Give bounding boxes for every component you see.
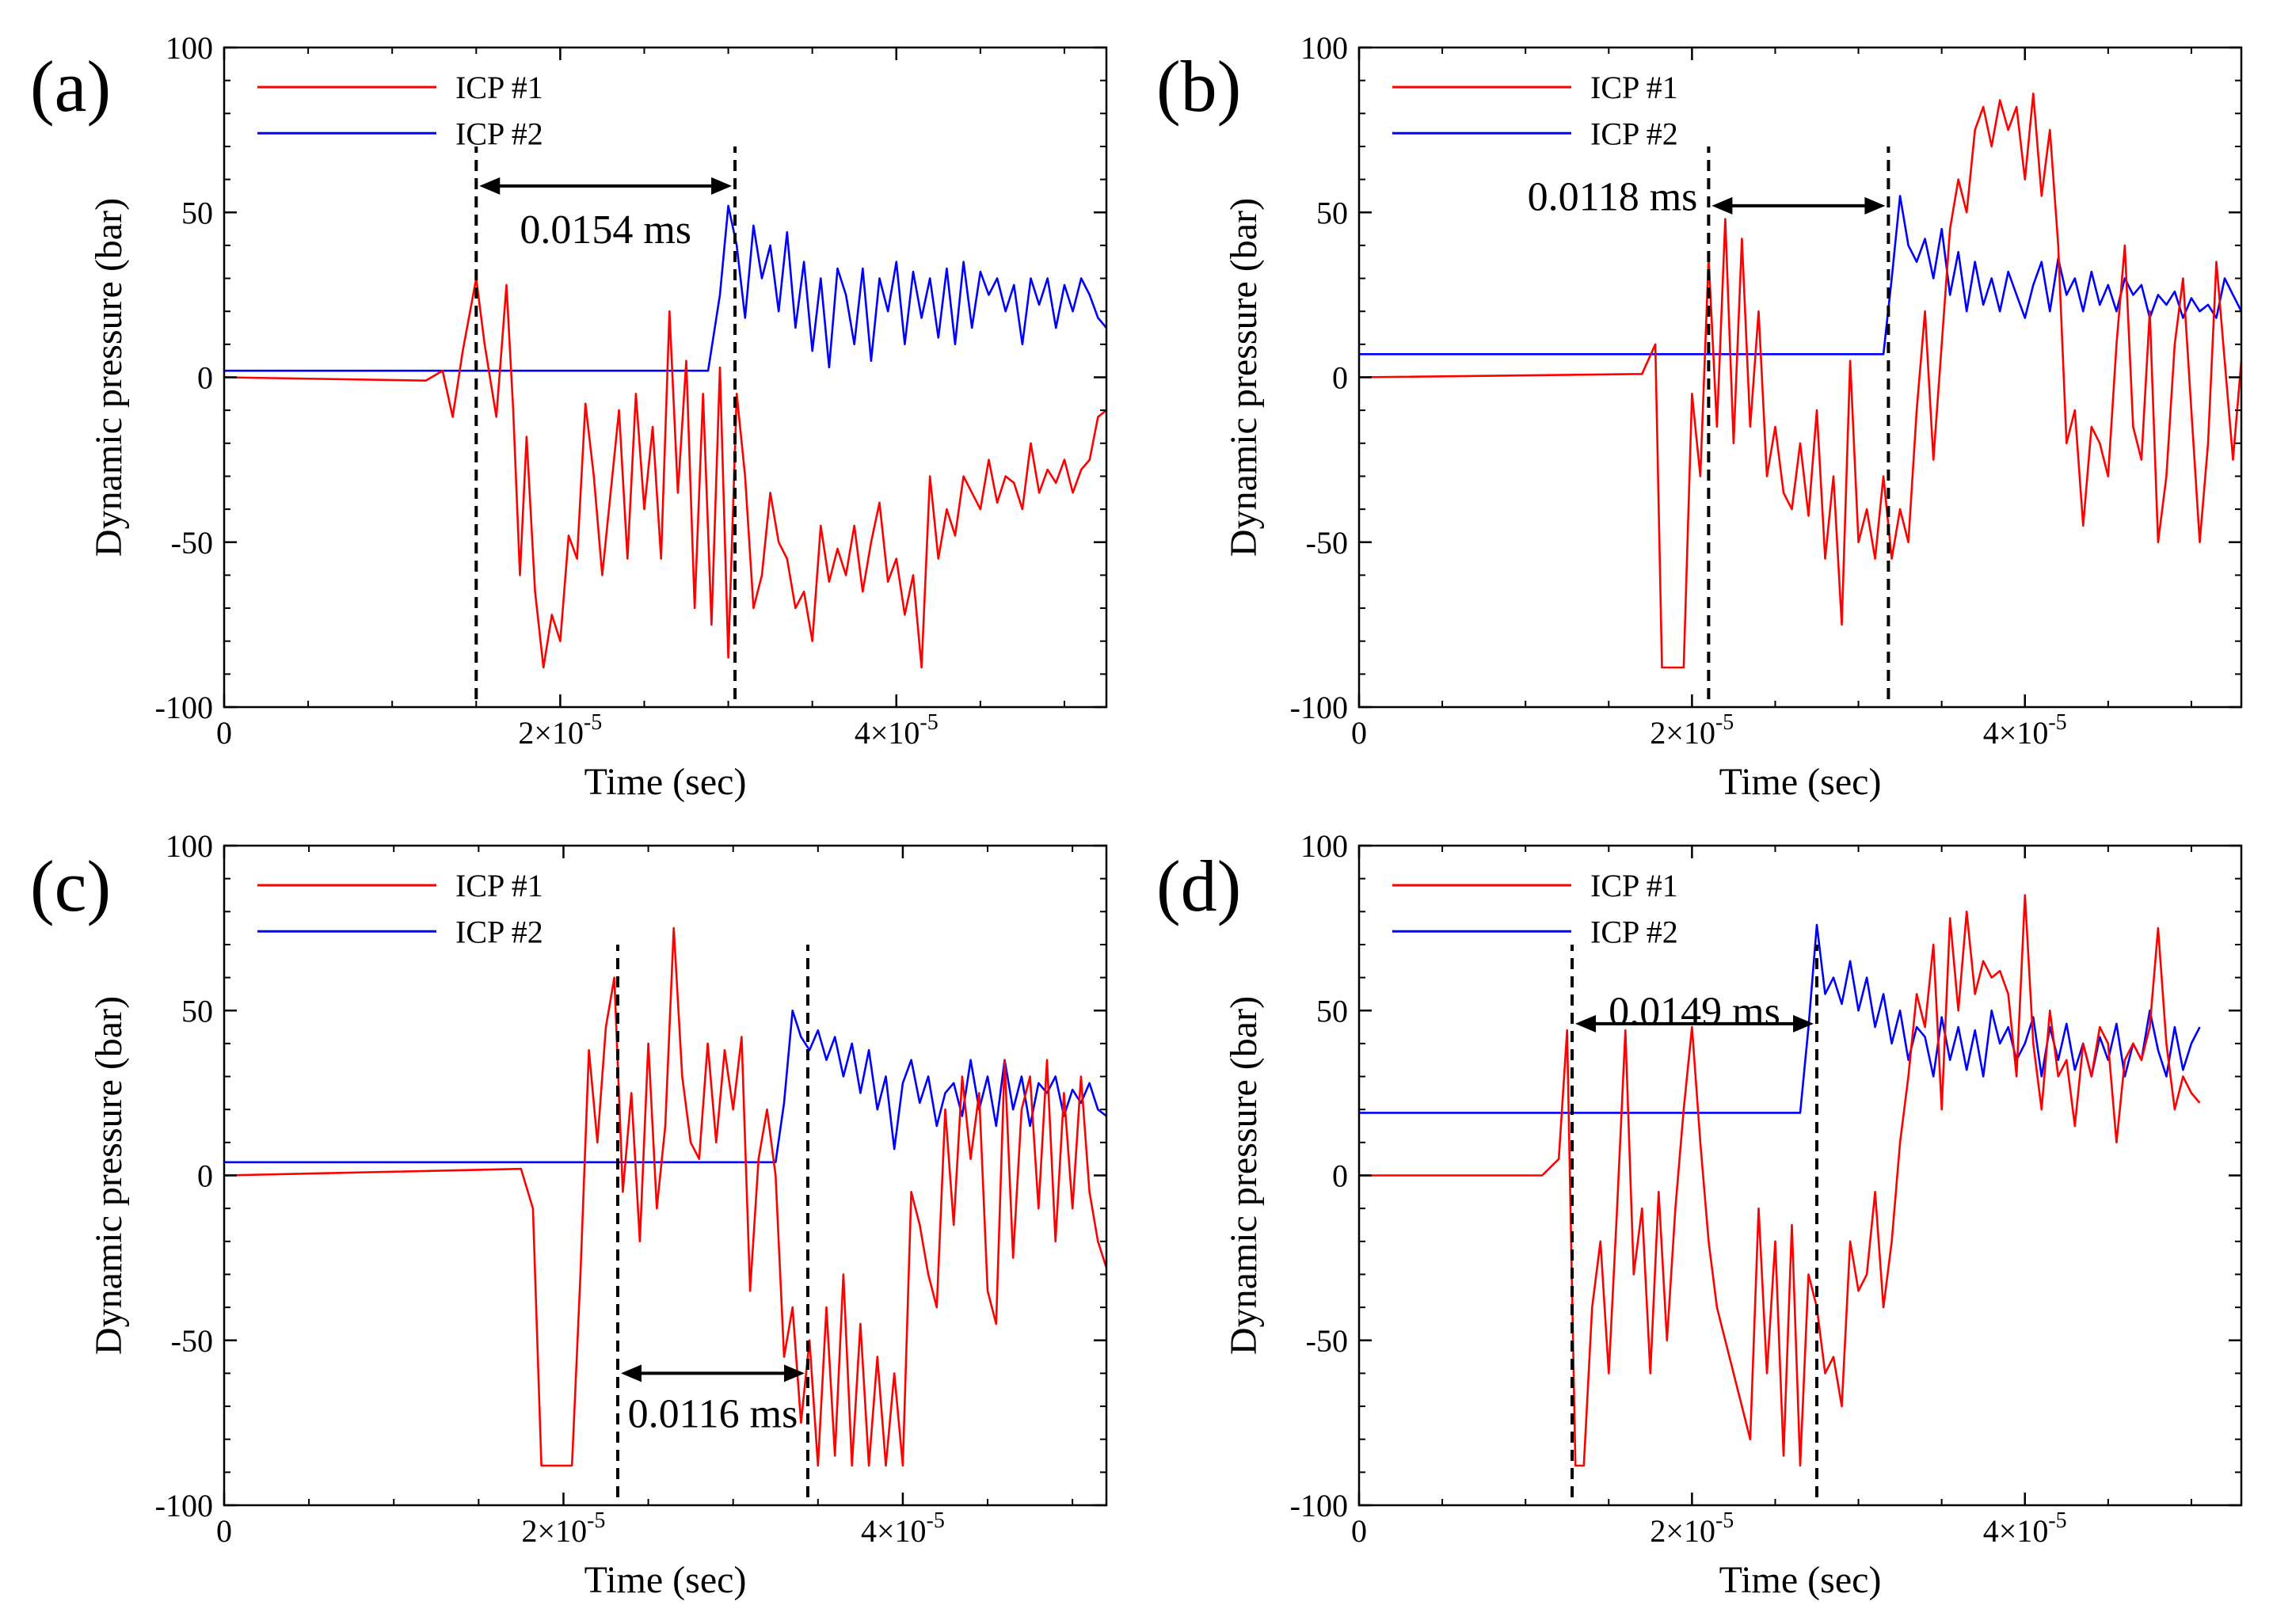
y-tick-label: -50 — [1306, 525, 1348, 561]
y-axis-title: Dynamic pressure (bar) — [1223, 996, 1265, 1355]
y-tick-label: -100 — [1290, 1488, 1348, 1523]
y-tick-label: 50 — [1316, 993, 1348, 1029]
annotation-label: 0.0116 ms — [628, 1391, 798, 1436]
series-line-icp1 — [1359, 93, 2241, 669]
x-tick-label: 0 — [216, 1513, 232, 1549]
y-axis-title: Dynamic pressure (bar) — [88, 198, 130, 557]
panel-label: (a) — [30, 46, 111, 127]
y-axis-title: Dynamic pressure (bar) — [88, 996, 130, 1355]
legend-label-2: ICP #2 — [455, 116, 543, 151]
y-tick-label: 50 — [181, 195, 213, 230]
panel-label: (d) — [1156, 846, 1241, 926]
y-tick-label: -50 — [1306, 1323, 1348, 1359]
legend-label-1: ICP #1 — [1590, 868, 1678, 903]
y-tick-label: 100 — [166, 828, 213, 864]
y-tick-label: 100 — [1300, 30, 1348, 66]
arrow-head-right — [711, 177, 733, 195]
arrow-head-right — [1793, 1014, 1814, 1033]
x-axis-title: Time (sec) — [584, 761, 747, 803]
x-tick-label: 0 — [216, 715, 232, 751]
x-tick-label: 0 — [1351, 1513, 1367, 1549]
y-tick-label: 50 — [181, 993, 213, 1029]
series-line-icp2 — [224, 204, 1106, 372]
y-tick-label: -50 — [171, 1323, 213, 1359]
y-axis-title: Dynamic pressure (bar) — [1223, 198, 1265, 557]
series-line-icp1 — [224, 277, 1106, 669]
annotation-label: 0.0154 ms — [520, 207, 691, 253]
arrow-head-left — [1711, 196, 1733, 215]
y-tick-label: 0 — [197, 1158, 213, 1194]
arrow-head-right — [783, 1364, 805, 1382]
legend-label-1: ICP #1 — [1590, 70, 1678, 105]
x-tick-label: 0 — [1351, 715, 1367, 751]
plot-frame — [1357, 46, 2243, 709]
y-tick-label: -100 — [155, 1488, 213, 1523]
x-tick-label: 2×10-5 — [1650, 1508, 1734, 1549]
arrow-head-left — [621, 1364, 642, 1382]
y-tick-label: 50 — [1316, 195, 1348, 230]
series-line-icp1 — [224, 926, 1106, 1467]
plot-frame — [223, 46, 1108, 709]
annotation-label: 0.0118 ms — [1528, 174, 1698, 219]
y-tick-label: 0 — [197, 360, 213, 396]
x-tick-label: 2×10-5 — [1650, 710, 1734, 751]
y-tick-label: -50 — [171, 525, 213, 561]
annotation-label: 0.0149 ms — [1609, 989, 1780, 1034]
x-tick-label: 2×10-5 — [522, 1508, 606, 1549]
y-tick-label: 0 — [1332, 360, 1348, 396]
x-axis-title: Time (sec) — [1719, 1559, 1882, 1601]
legend-label-1: ICP #1 — [455, 868, 543, 903]
series-line-icp2 — [1359, 195, 2241, 356]
x-tick-label: 4×10-5 — [855, 710, 939, 751]
x-tick-label: 4×10-5 — [861, 1508, 945, 1549]
series-line-icp2 — [1359, 923, 2201, 1114]
arrow-head-right — [1864, 196, 1886, 215]
arrow-head-left — [479, 177, 501, 195]
x-tick-label: 2×10-5 — [518, 710, 602, 751]
x-tick-label: 4×10-5 — [1983, 1508, 2067, 1549]
series-line-icp1 — [1359, 894, 2201, 1467]
arrow-head-left — [1575, 1014, 1597, 1033]
legend-label-2: ICP #2 — [1590, 914, 1678, 949]
y-tick-label: -100 — [155, 690, 213, 725]
y-tick-label: -100 — [1290, 690, 1348, 725]
series-line-icp2 — [224, 1010, 1106, 1164]
x-tick-label: 4×10-5 — [1983, 710, 2067, 751]
legend-label-2: ICP #2 — [455, 914, 543, 949]
y-tick-label: 0 — [1332, 1158, 1348, 1194]
legend-label-1: ICP #1 — [455, 70, 543, 105]
legend-label-2: ICP #2 — [1590, 116, 1678, 151]
y-tick-label: 100 — [1300, 828, 1348, 864]
panel-label: (b) — [1156, 46, 1241, 127]
y-tick-label: 100 — [166, 30, 213, 66]
x-axis-title: Time (sec) — [584, 1559, 747, 1601]
x-axis-title: Time (sec) — [1719, 761, 1882, 803]
panel-label: (c) — [30, 846, 111, 926]
